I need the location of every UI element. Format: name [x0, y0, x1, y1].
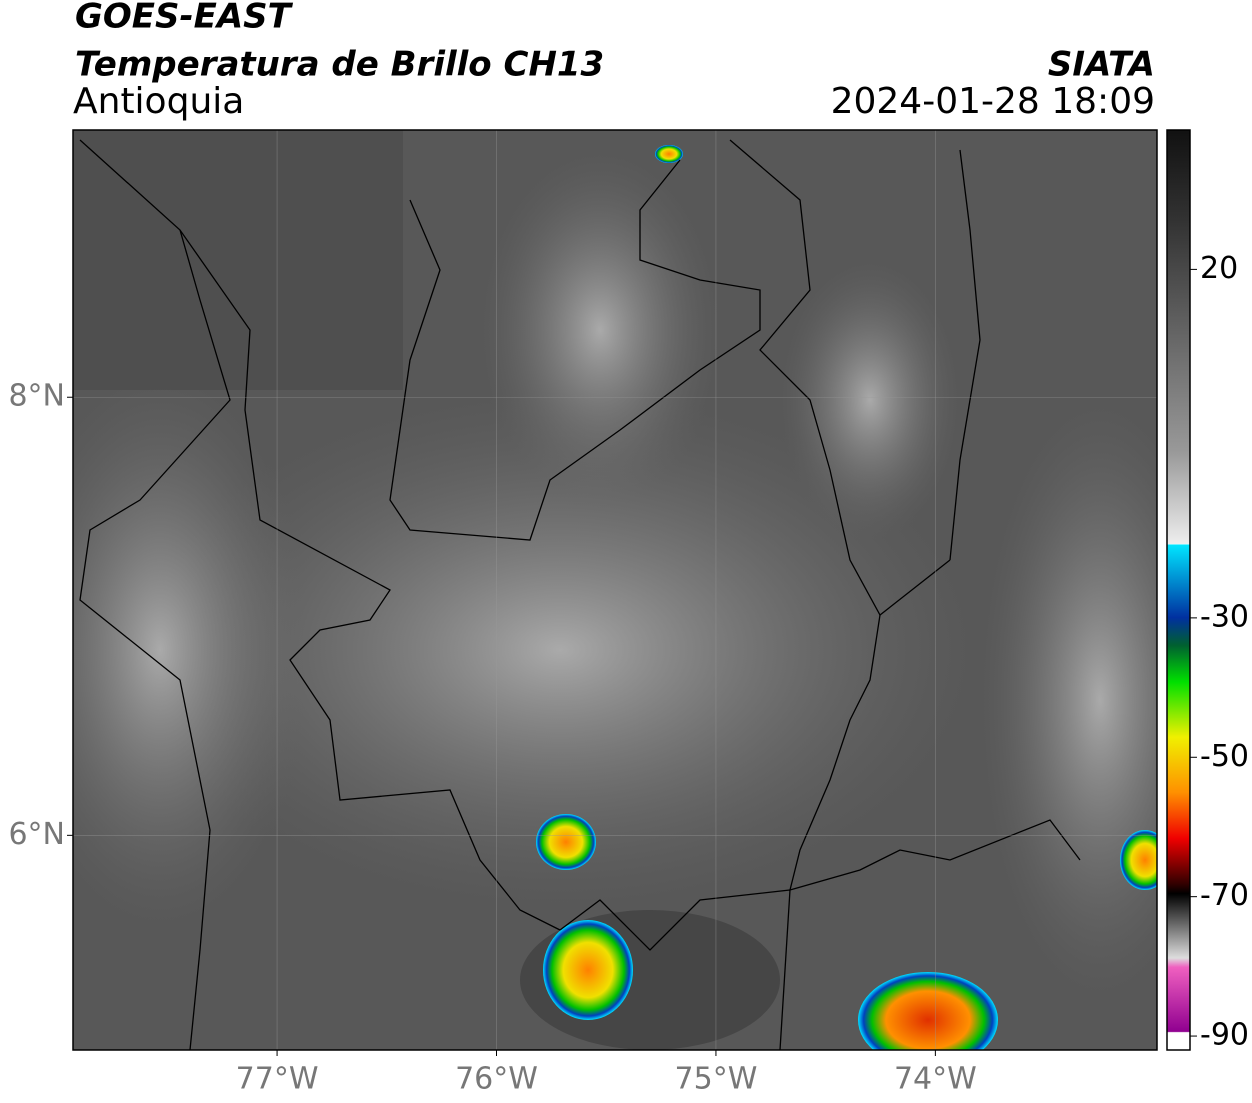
satellite-image: [73, 130, 1157, 1050]
colorbar-tick-label: 20: [1200, 251, 1238, 286]
title: GOES-EAST: [75, 0, 294, 37]
timestamp: 2024-01-28 18:09: [831, 81, 1155, 122]
x-tick-label: 74°W: [894, 1062, 977, 1097]
map-frame: [72, 129, 1158, 1051]
x-tick-label: 77°W: [236, 1062, 319, 1097]
colorbar-tick-label: -70: [1200, 878, 1249, 913]
colorbar: [1166, 129, 1191, 1051]
region: Antioquia: [73, 81, 244, 122]
source: SIATA: [1048, 45, 1155, 85]
subtitle: Temperatura de Brillo CH13: [75, 45, 604, 85]
colorbar-tick-label: -90: [1200, 1018, 1249, 1053]
x-tick-label: 76°W: [455, 1062, 538, 1097]
y-tick-label: 6°N: [8, 817, 65, 852]
x-tick-label: 75°W: [675, 1062, 758, 1097]
colorbar-tick-label: -30: [1200, 599, 1249, 634]
colorbar-tick-label: -50: [1200, 739, 1249, 774]
y-tick-label: 8°N: [8, 379, 65, 414]
